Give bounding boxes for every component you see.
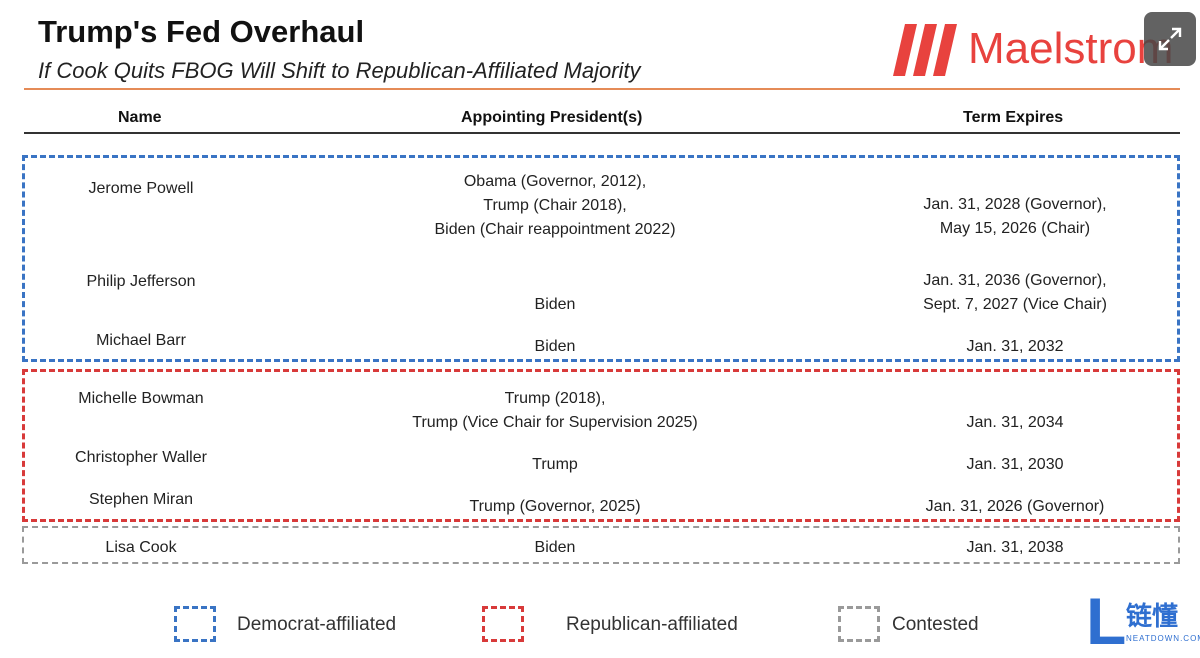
header-rule xyxy=(24,132,1180,134)
watermark-glyph: L xyxy=(1086,584,1127,658)
cell-line: Jan. 31, 2036 (Governor), xyxy=(923,272,1107,289)
cell-line: Biden (Chair reappointment 2022) xyxy=(434,221,676,238)
expand-button[interactable] xyxy=(1144,12,1196,66)
watermark-text: 链懂 xyxy=(1126,601,1179,631)
cell-name: Christopher Waller xyxy=(75,449,207,466)
expand-icon xyxy=(1158,27,1182,51)
page-title: Trump's Fed Overhaul xyxy=(38,14,365,49)
logo-bars-icon xyxy=(893,24,957,76)
column-header-term: Term Expires xyxy=(963,109,1064,126)
cell-term: Jan. 31, 2034 xyxy=(966,414,1064,431)
title-underline xyxy=(24,88,1180,90)
legend-swatch-contested xyxy=(838,606,880,642)
cell-name: Michael Barr xyxy=(96,332,186,349)
legend-label-contested: Contested xyxy=(892,614,979,635)
cell-line: Jan. 31, 2028 (Governor), xyxy=(923,196,1107,213)
republican-group-box xyxy=(22,369,1180,522)
cell-appointing: Trump (Governor, 2025) xyxy=(469,498,641,515)
cell-line: May 15, 2026 (Chair) xyxy=(939,220,1091,237)
cell-line: Trump (Vice Chair for Supervision 2025) xyxy=(412,414,698,431)
cell-term: Jan. 31, 2036 (Governor), Sept. 7, 2027 … xyxy=(855,269,1175,317)
cell-term: Jan. 31, 2028 (Governor), May 15, 2026 (… xyxy=(855,193,1175,241)
cell-name: Philip Jefferson xyxy=(86,273,196,290)
cell-name: Stephen Miran xyxy=(88,491,194,508)
cell-name: Jerome Powell xyxy=(88,180,194,197)
cell-line: Sept. 7, 2027 (Vice Chair) xyxy=(923,296,1107,313)
watermark-subtext: NEATDOWN.COM xyxy=(1126,634,1200,643)
cell-name: Lisa Cook xyxy=(105,539,177,556)
column-header-appointing: Appointing President(s) xyxy=(461,109,643,126)
logo-text: Maelstrom xyxy=(968,24,1174,73)
cell-appointing: Trump (2018), Trump (Vice Chair for Supe… xyxy=(375,387,735,435)
contested-group-box xyxy=(22,526,1180,564)
cell-appointing: Biden xyxy=(534,338,576,355)
legend-label-democrat: Democrat-affiliated xyxy=(237,614,397,635)
cell-term: Jan. 31, 2030 xyxy=(966,456,1064,473)
cell-term: Jan. 31, 2026 (Governor) xyxy=(925,498,1105,515)
cell-line: Trump (Chair 2018), xyxy=(483,197,627,214)
page-subtitle: If Cook Quits FBOG Will Shift to Republi… xyxy=(38,58,641,83)
legend-swatch-republican xyxy=(482,606,524,642)
cell-term: Jan. 31, 2032 xyxy=(966,338,1064,355)
legend-swatch-democrat xyxy=(174,606,216,642)
cell-appointing: Obama (Governor, 2012), Trump (Chair 201… xyxy=(375,170,735,242)
cell-line: Trump (2018), xyxy=(504,390,606,407)
cell-appointing: Trump xyxy=(532,456,578,473)
cell-appointing: Biden xyxy=(534,296,576,313)
legend-label-republican: Republican-affiliated xyxy=(566,614,738,635)
watermark-logo: L 链懂 NEATDOWN.COM xyxy=(1086,584,1200,658)
cell-term: Jan. 31, 2038 xyxy=(966,539,1064,556)
cell-name: Michelle Bowman xyxy=(78,390,204,407)
democrat-group-box xyxy=(22,155,1180,362)
column-header-name: Name xyxy=(118,109,162,126)
cell-line: Obama (Governor, 2012), xyxy=(463,173,647,190)
cell-appointing: Biden xyxy=(534,539,576,556)
